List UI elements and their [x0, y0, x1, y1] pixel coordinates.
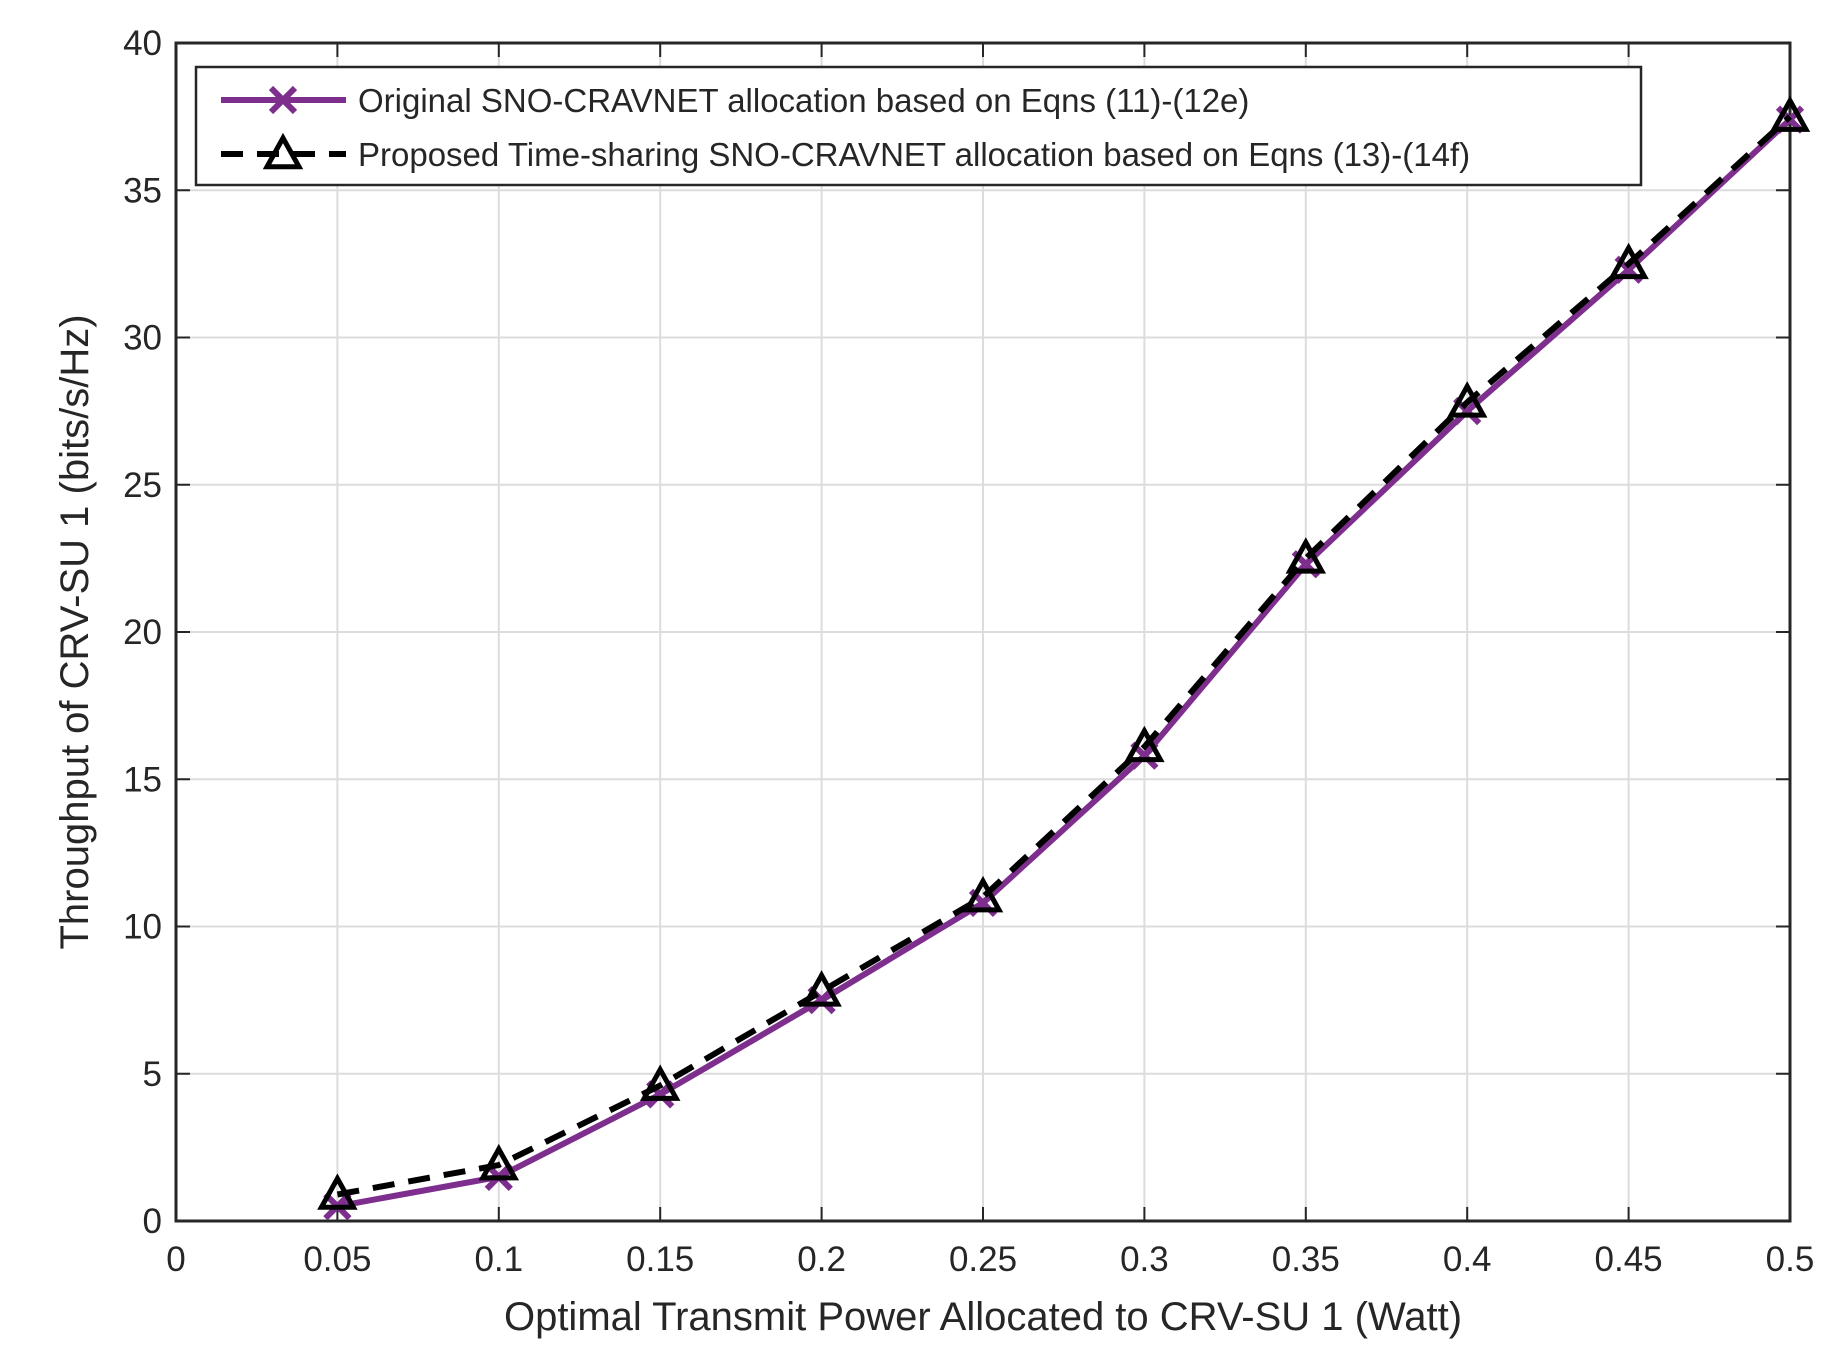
y-tick-label: 15	[123, 760, 162, 799]
x-tick-label: 0.25	[949, 1240, 1017, 1279]
legend-label: Original SNO-CRAVNET allocation based on…	[358, 82, 1249, 119]
marker	[1285, 537, 1327, 574]
x-tick-label: 0	[166, 1240, 185, 1279]
marker	[1446, 381, 1488, 418]
legend-marker	[262, 132, 304, 170]
y-tick-label: 35	[123, 171, 162, 210]
marker	[1769, 95, 1811, 132]
y-tick-label: 40	[123, 24, 162, 63]
y-tick-label: 30	[123, 319, 162, 358]
y-tick-label: 5	[143, 1055, 162, 1094]
x-tick-label: 0.15	[626, 1240, 694, 1279]
legend-label: Proposed Time-sharing SNO-CRAVNET alloca…	[358, 136, 1470, 173]
series-line	[336, 117, 1793, 1210]
series-line	[336, 114, 1793, 1198]
marker	[1608, 242, 1649, 280]
legend-marker	[268, 85, 298, 115]
x-tick-label: 0.4	[1443, 1240, 1492, 1279]
plot-frame	[174, 41, 1792, 1223]
x-tick-label: 0.05	[303, 1240, 371, 1279]
marker	[1124, 725, 1165, 763]
marker	[317, 1173, 358, 1210]
x-axis-label: Optimal Transmit Power Allocated to CRV-…	[504, 1295, 1462, 1339]
legend-box	[194, 65, 1643, 187]
y-tick-label: 20	[123, 613, 162, 652]
y-tick-label: 10	[123, 908, 162, 947]
marker	[478, 1143, 520, 1181]
marker	[801, 970, 842, 1007]
y-tick-label: 0	[143, 1202, 162, 1241]
x-tick-label: 0.2	[797, 1240, 846, 1279]
x-tick-label: 0.45	[1595, 1240, 1663, 1279]
x-tick-label: 0.3	[1120, 1240, 1169, 1279]
y-tick-label: 25	[123, 466, 162, 505]
y-axis-label: Throughput of CRV-SU 1 (bits/s/Hz)	[53, 314, 97, 949]
x-tick-label: 0.5	[1766, 1240, 1815, 1279]
x-tick-label: 0.1	[474, 1240, 523, 1279]
marker	[962, 875, 1004, 913]
marker	[639, 1064, 681, 1101]
x-tick-label: 0.35	[1272, 1240, 1340, 1279]
